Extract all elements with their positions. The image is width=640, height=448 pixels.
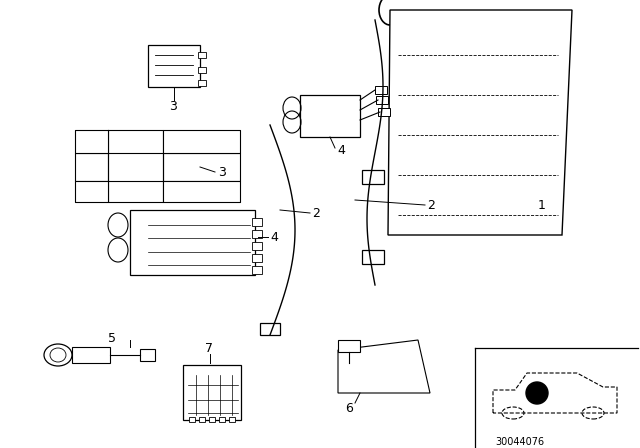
Bar xyxy=(72,347,110,363)
Text: 5: 5 xyxy=(108,332,116,345)
Bar xyxy=(252,242,262,250)
Bar xyxy=(362,170,384,184)
Bar xyxy=(229,417,235,422)
Bar xyxy=(163,181,240,202)
Bar xyxy=(183,365,241,420)
Bar xyxy=(198,80,206,86)
Bar xyxy=(219,417,225,422)
Bar xyxy=(75,181,108,202)
Bar xyxy=(130,210,255,275)
Bar xyxy=(376,96,388,104)
Circle shape xyxy=(526,382,548,404)
Bar xyxy=(199,417,205,422)
Text: 1: 1 xyxy=(538,198,546,211)
Bar xyxy=(198,67,206,73)
Bar xyxy=(378,108,390,116)
Bar xyxy=(198,52,206,58)
Text: 6: 6 xyxy=(345,401,353,414)
Text: 3: 3 xyxy=(218,165,226,178)
Bar xyxy=(338,340,360,352)
Bar xyxy=(163,130,240,153)
Text: 2: 2 xyxy=(427,198,435,211)
Bar xyxy=(148,45,200,87)
Bar xyxy=(260,323,280,335)
Bar xyxy=(252,218,262,226)
Bar xyxy=(362,250,384,264)
Text: 3: 3 xyxy=(169,99,177,112)
Bar xyxy=(252,254,262,262)
Bar xyxy=(252,230,262,238)
Bar xyxy=(209,417,215,422)
Bar xyxy=(252,266,262,274)
Text: 30044076: 30044076 xyxy=(495,437,544,447)
Text: 4: 4 xyxy=(270,231,278,244)
Bar xyxy=(140,349,155,361)
Bar xyxy=(108,130,163,202)
Bar xyxy=(189,417,195,422)
Bar xyxy=(75,130,108,153)
Bar xyxy=(300,95,360,137)
Text: 4: 4 xyxy=(337,143,345,156)
Bar xyxy=(75,153,240,181)
Bar xyxy=(375,86,387,94)
Text: 2: 2 xyxy=(312,207,320,220)
Text: 7: 7 xyxy=(205,341,213,354)
